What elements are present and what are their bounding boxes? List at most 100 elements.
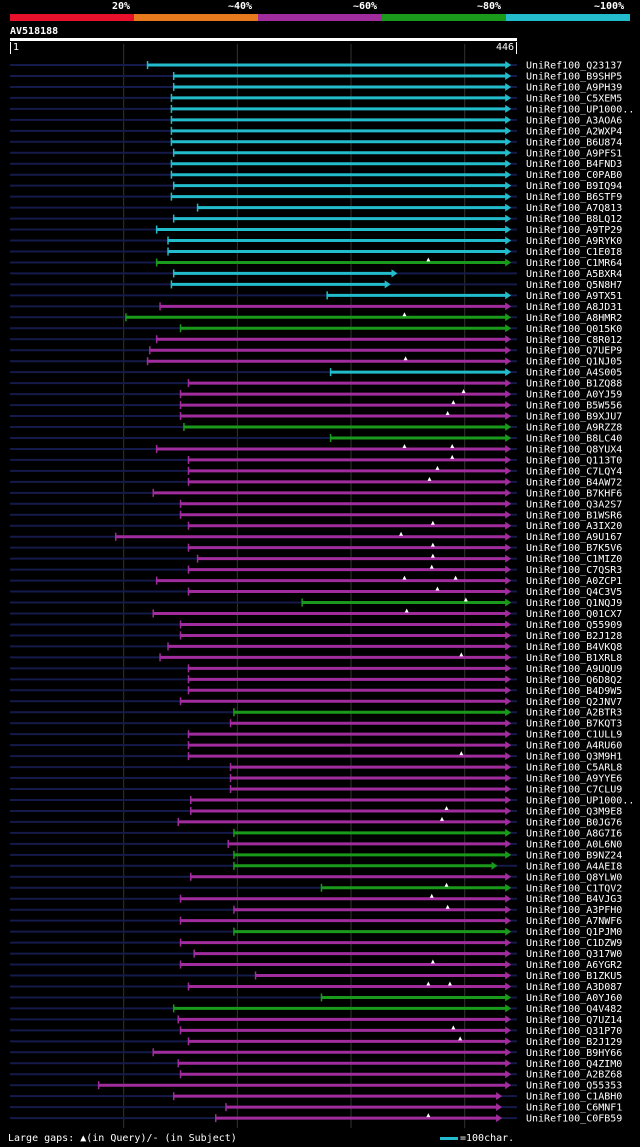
- hit-label: UniRef100_C0FB59: [526, 1114, 622, 1125]
- hit-label: UniRef100_B2J128: [526, 631, 622, 642]
- hit-row: UniRef100_B1ZKU5: [10, 971, 622, 982]
- hit-arrow: [505, 368, 512, 377]
- hit-row: UniRef100_B4VKQ8: [10, 642, 622, 653]
- query-gap-marker: [451, 400, 456, 405]
- hit-arrow: [505, 203, 512, 212]
- hit-label: UniRef100_A3AOA6: [526, 115, 622, 126]
- query-gap-marker: [450, 443, 455, 448]
- hit-label: UniRef100_A9U167: [526, 532, 622, 543]
- hit-label: UniRef100_A9RYK0: [526, 236, 622, 247]
- hit-row: UniRef100_Q23137: [10, 61, 622, 72]
- hit-arrow: [505, 631, 512, 640]
- hit-row: UniRef100_A0L6N0: [10, 839, 622, 850]
- legend-label-80: ~80%: [477, 1, 502, 12]
- hit-row: UniRef100_A2BZ68: [10, 1070, 622, 1081]
- query-gap-marker: [426, 981, 431, 986]
- hit-arrow: [505, 71, 512, 80]
- hit-row: UniRef100_B7K5V6: [10, 542, 622, 554]
- hit-arrow: [505, 1004, 512, 1013]
- hit-label: UniRef100_C1MR64: [526, 258, 622, 269]
- hit-label: UniRef100_B0JG76: [526, 817, 622, 828]
- hit-label: UniRef100_C1E0I8: [526, 247, 622, 258]
- hit-row: UniRef100_B4AW72: [10, 476, 622, 488]
- hit-arrow: [505, 927, 512, 936]
- hit-row: UniRef100_B2J129: [10, 1036, 622, 1048]
- hit-arrow: [505, 357, 512, 366]
- hit-label: UniRef100_A8JD31: [526, 302, 622, 313]
- hit-row: UniRef100_Q7UEP9: [10, 346, 622, 357]
- hit-arrow: [505, 609, 512, 618]
- hit-label: UniRef100_UP1000..: [526, 795, 634, 806]
- hit-arrow: [505, 225, 512, 234]
- hit-label: UniRef100_B7K5V6: [526, 543, 622, 554]
- hit-row: UniRef100_B7KQT3: [10, 719, 622, 730]
- hit-label: UniRef100_C1MIZ0: [526, 554, 622, 565]
- hit-row: UniRef100_B2J128: [10, 631, 622, 642]
- hit-row: UniRef100_Q4C3V5: [10, 586, 622, 598]
- hit-label: UniRef100_C1DZW9: [526, 938, 622, 949]
- hit-label: UniRef100_A4AEI8: [526, 861, 622, 872]
- query-gap-marker: [399, 531, 404, 536]
- hit-arrow: [505, 620, 512, 629]
- hit-arrow: [505, 181, 512, 190]
- hit-row: UniRef100_A9PFS1: [10, 148, 622, 159]
- hit-label: UniRef100_Q015K0: [526, 324, 622, 335]
- hit-row: UniRef100_A2BTR3: [10, 708, 622, 719]
- hit-row: UniRef100_C1E0I8: [10, 247, 622, 258]
- query-gap-marker: [429, 893, 434, 898]
- hit-arrow: [505, 390, 512, 399]
- hit-arrow: [505, 379, 512, 388]
- hit-row: UniRef100_A9RZZ8: [10, 423, 622, 434]
- hit-arrow: [505, 971, 512, 980]
- hit-arrow: [505, 313, 512, 322]
- hit-arrow: [505, 148, 512, 157]
- hit-arrow: [505, 258, 512, 267]
- hit-row: UniRef100_Q01CX7: [10, 608, 622, 620]
- hit-arrow: [505, 93, 512, 102]
- query-gap-marker: [402, 443, 407, 448]
- hit-arrow: [505, 510, 512, 519]
- hit-row: UniRef100_C7CLU9: [10, 785, 622, 796]
- hit-row: UniRef100_Q3M9H1: [10, 751, 622, 763]
- hit-row: UniRef100_C1MIZ0: [10, 553, 622, 565]
- hit-label: UniRef100_B1WSR6: [526, 510, 622, 521]
- query-gap-marker: [430, 959, 435, 964]
- hit-row: UniRef100_Q55909: [10, 620, 622, 631]
- hit-row: UniRef100_C0FB59: [10, 1113, 622, 1125]
- hit-arrow: [505, 785, 512, 794]
- hit-arrow: [505, 532, 512, 541]
- query-gap-marker: [403, 356, 408, 361]
- hit-label: UniRef100_Q1NQJ9: [526, 598, 622, 609]
- legend-swatch-100: [506, 14, 630, 21]
- hit-arrow: [505, 444, 512, 453]
- query-gap-marker: [439, 816, 444, 821]
- hit-arrow: [505, 774, 512, 783]
- hit-row: UniRef100_C1ULL9: [10, 730, 622, 741]
- hit-label: UniRef100_A9PH39: [526, 82, 622, 93]
- query-gap-marker: [461, 389, 466, 394]
- hit-arrow: [505, 1070, 512, 1079]
- hit-arrow: [505, 543, 512, 552]
- hit-row: UniRef100_Q2JNV7: [10, 697, 622, 708]
- hit-arrow: [505, 346, 512, 355]
- hit-label: UniRef100_B7KHF6: [526, 488, 622, 499]
- hit-label: UniRef100_Q1PJM0: [526, 927, 622, 938]
- hit-arrow: [505, 795, 512, 804]
- query-gap-marker: [463, 597, 468, 602]
- hit-arrow: [505, 61, 512, 69]
- legend-label-40: ~40%: [228, 1, 253, 12]
- hit-row: UniRef100_A4RU60: [10, 741, 622, 752]
- hit-arrow: [505, 916, 512, 925]
- hit-row: UniRef100_A4S005: [10, 368, 622, 379]
- hit-label: UniRef100_Q55909: [526, 620, 622, 631]
- hit-row: UniRef100_A3D087: [10, 981, 622, 993]
- hit-arrow: [505, 521, 512, 530]
- hit-label: UniRef100_A0ZCP1: [526, 576, 622, 587]
- hit-row: UniRef100_B6STF9: [10, 192, 622, 203]
- hit-row: UniRef100_A9TP29: [10, 225, 622, 236]
- hit-arrow: [505, 817, 512, 826]
- hit-row: UniRef100_A0YJ59: [10, 389, 622, 401]
- query-gap-marker: [458, 1036, 463, 1041]
- hit-row: UniRef100_A8G7I6: [10, 828, 622, 839]
- hit-arrow: [505, 949, 512, 958]
